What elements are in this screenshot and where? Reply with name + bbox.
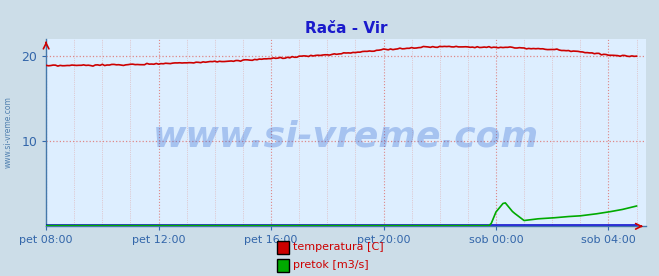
Text: www.si-vreme.com: www.si-vreme.com xyxy=(153,119,539,153)
Text: pretok [m3/s]: pretok [m3/s] xyxy=(293,260,369,270)
Title: Rača - Vir: Rača - Vir xyxy=(304,21,387,36)
Text: www.si-vreme.com: www.si-vreme.com xyxy=(3,97,13,168)
Text: temperatura [C]: temperatura [C] xyxy=(293,242,384,252)
